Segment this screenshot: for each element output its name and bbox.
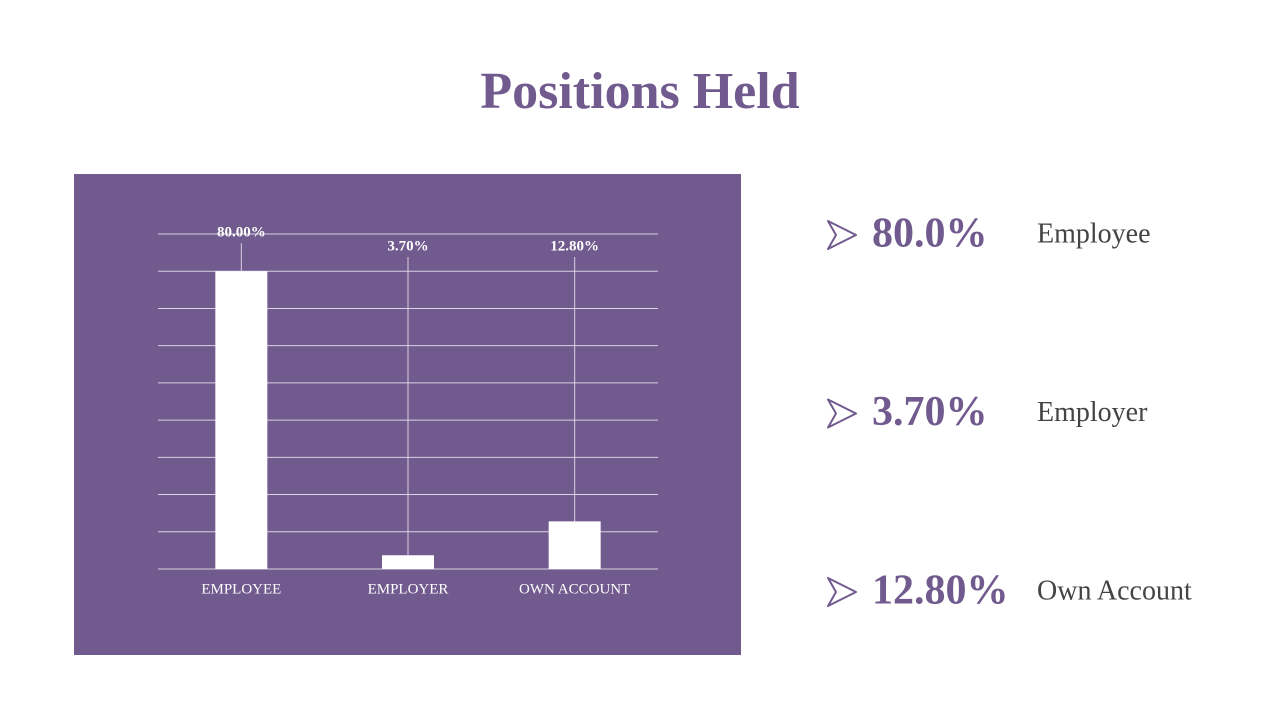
summary-list: 80.0% Employee 3.70% Employer 12.80% Own Acco…: [827, 211, 1192, 614]
slide-title: Positions Held: [480, 63, 799, 120]
arrow-icon: [827, 577, 857, 607]
bar: [548, 521, 601, 569]
summary-label: Employer: [1037, 397, 1148, 428]
summary-value: 12.80%: [872, 568, 1009, 614]
arrow-icon: [827, 398, 857, 429]
bar: [382, 555, 434, 569]
summary-label: Own Account: [1037, 575, 1192, 606]
summary-value: 3.70%: [872, 389, 988, 435]
x-tick-label: EMPLOYEE: [201, 581, 281, 597]
arrow-icon: [827, 220, 857, 250]
data-label: 12.80%: [550, 238, 599, 254]
data-label: 3.70%: [387, 238, 428, 254]
x-tick-label: EMPLOYER: [368, 581, 449, 597]
data-label: 80.00%: [217, 225, 266, 241]
bar: [215, 271, 268, 569]
summary-label: Employee: [1037, 218, 1151, 249]
summary-value: 80.0%: [872, 211, 988, 257]
chart: 80.00% EMPLOYEE 3.70% EMPLOYER 12.80% OWN ACC…: [74, 174, 741, 655]
x-tick-label: OWN ACCOUNT: [519, 581, 630, 597]
